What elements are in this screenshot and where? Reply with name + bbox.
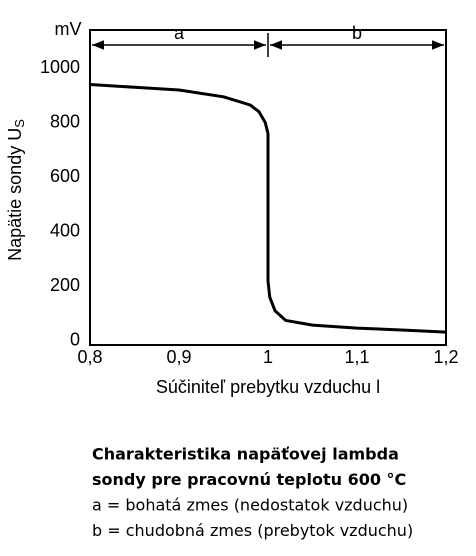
x-tick-label: 0,9 xyxy=(166,347,191,367)
caption-line: Charakteristika napäťovej lambda xyxy=(92,445,399,464)
y-tick-label: 1000 xyxy=(40,57,80,77)
x-tick-label: 1 xyxy=(263,347,273,367)
data-line xyxy=(89,83,447,334)
y-tick-label: 200 xyxy=(50,275,80,295)
y-tick-label: 600 xyxy=(50,166,80,186)
caption-line: sondy pre pracovnú teplotu 600 °C xyxy=(92,470,406,489)
y-axis-label: Napätie sondy US xyxy=(5,119,28,261)
y-unit: mV xyxy=(55,19,82,39)
x-axis-label: Súčiniteľ prebytku vzduchu l xyxy=(156,377,380,397)
region-label: b xyxy=(352,23,362,43)
region-label: a xyxy=(174,23,185,43)
x-tick-label: 1,2 xyxy=(433,347,458,367)
x-tick-label: 0,8 xyxy=(77,347,102,367)
y-tick-label: 0 xyxy=(70,330,80,350)
y-axis-label-main: Napätie sondy U xyxy=(5,128,25,261)
x-tick-label: 1,1 xyxy=(344,347,369,367)
y-tick-label: 800 xyxy=(50,111,80,131)
y-axis-label-subscript: S xyxy=(12,119,27,128)
plot-frame xyxy=(89,29,447,346)
y-tick-label: 400 xyxy=(50,221,80,241)
caption-line: b = chudobná zmes (prebytok vzduchu) xyxy=(92,521,413,540)
caption-line: a = bohatá zmes (nedostatok vzduchu) xyxy=(92,496,408,515)
